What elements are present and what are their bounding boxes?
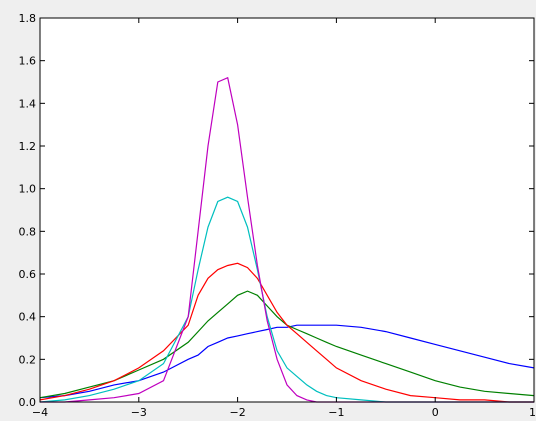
series-line-1 xyxy=(39,324,535,399)
x-tick-label: −1 xyxy=(328,406,344,419)
x-tick-label: 0 xyxy=(432,406,439,419)
series-line-3 xyxy=(39,262,534,403)
y-tick-label: 1.2 xyxy=(19,140,37,153)
y-tick-label: 1.8 xyxy=(19,12,37,25)
y-tick-label: 0.4 xyxy=(19,311,37,324)
x-tick-label: −3 xyxy=(131,406,147,419)
y-tick-label: 0.6 xyxy=(19,268,37,281)
y-tick-label: 1.0 xyxy=(19,183,37,196)
x-tick-label: −4 xyxy=(32,406,48,419)
y-tick-label: 0.8 xyxy=(19,225,37,238)
plot-frame xyxy=(39,17,535,403)
x-tick-label: 1 xyxy=(529,406,536,419)
plot-area xyxy=(40,18,534,402)
y-tick-label: 0.0 xyxy=(19,396,37,409)
tick-layer: −4 −3 −2 −1 0 1 0.0 0.2 0.4 0.6 0.8 1.0 1.2 1.4 1.6 1.8 xyxy=(19,12,536,419)
y-tick-label: 0.2 xyxy=(19,353,37,366)
x-tick-label: −2 xyxy=(229,406,245,419)
y-tick-label: 1.6 xyxy=(19,55,37,68)
series-line-2 xyxy=(39,290,535,399)
y-tick-label: 1.4 xyxy=(19,97,37,110)
